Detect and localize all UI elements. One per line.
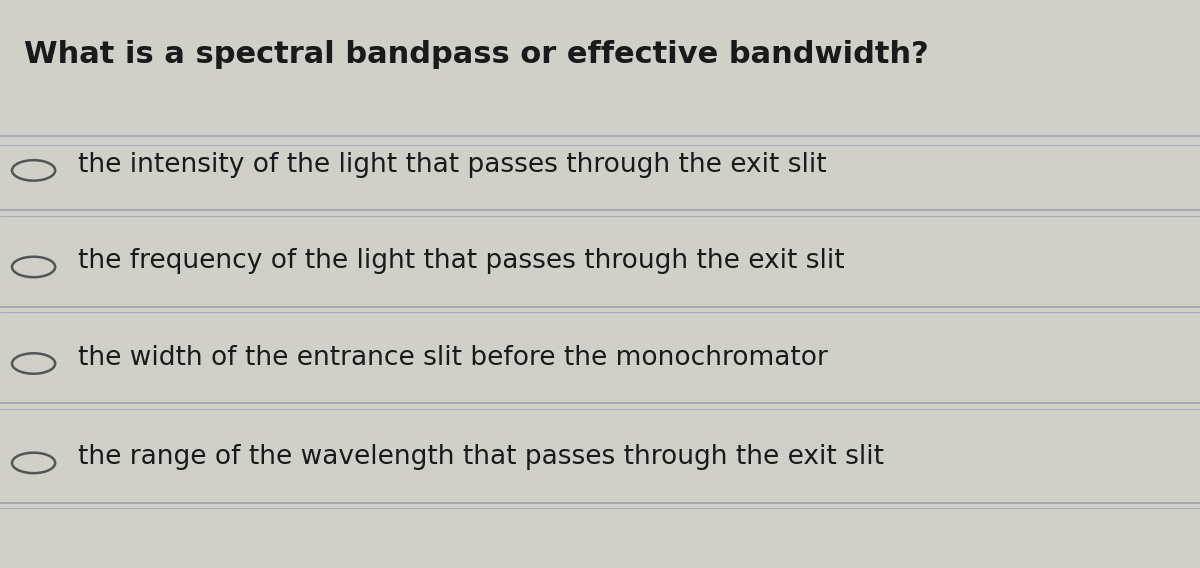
Text: the intensity of the light that passes through the exit slit: the intensity of the light that passes t…	[78, 152, 827, 178]
Text: What is a spectral bandpass or effective bandwidth?: What is a spectral bandpass or effective…	[24, 40, 929, 69]
Text: the range of the wavelength that passes through the exit slit: the range of the wavelength that passes …	[78, 444, 884, 470]
Text: the frequency of the light that passes through the exit slit: the frequency of the light that passes t…	[78, 248, 845, 274]
Text: the width of the entrance slit before the monochromator: the width of the entrance slit before th…	[78, 345, 828, 371]
